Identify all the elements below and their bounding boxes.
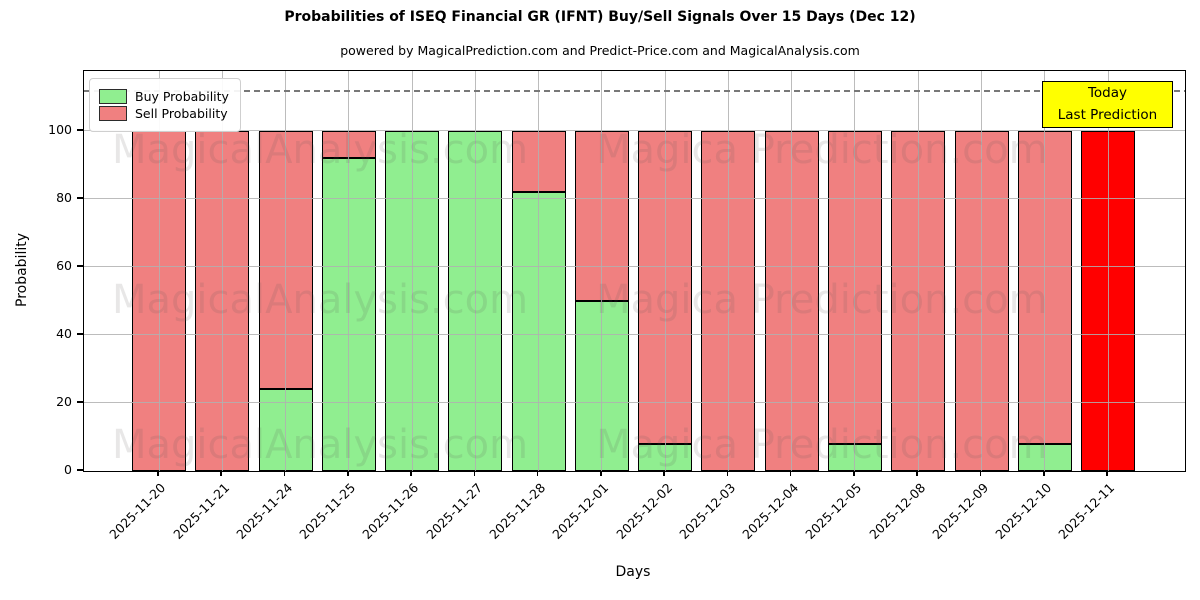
x-tick — [536, 471, 539, 476]
x-tick-label: 2025-12-01 — [549, 480, 612, 542]
bar-segment-buy — [574, 300, 629, 471]
y-tick — [77, 469, 83, 471]
y-tick-label: 100 — [48, 121, 72, 137]
x-tick — [473, 471, 476, 476]
x-tick-label: 2025-11-28 — [486, 480, 549, 542]
bar-segment-buy — [511, 192, 566, 471]
x-tick-label: 2025-12-02 — [612, 480, 675, 542]
y-tick-label: 40 — [56, 325, 72, 341]
x-tick — [157, 471, 159, 476]
sell-swatch-icon — [99, 106, 127, 121]
x-tick-label: 2025-12-11 — [1055, 480, 1118, 542]
x-tick — [789, 471, 792, 476]
chart-subtitle: powered by MagicalPrediction.com and Pre… — [340, 43, 860, 58]
x-tick — [979, 471, 982, 476]
bar-segment-sell — [1017, 130, 1072, 444]
legend-buy-label: Buy Probability — [135, 89, 229, 104]
x-tick-label: 2025-12-04 — [739, 480, 802, 542]
x-axis-title: Days — [615, 564, 651, 580]
bar-segment-sell — [701, 130, 756, 471]
bar-segment-buy — [827, 443, 882, 471]
x-tick-label: 2025-11-20 — [106, 480, 169, 542]
x-axis: 2025-11-20 2025-11-21 2025-11-24 2025-11-25… — [83, 470, 1184, 600]
bar-segment-sell — [827, 130, 882, 444]
threshold-dashed-line — [84, 90, 1185, 92]
legend-item-buy: Buy Probability — [99, 89, 229, 104]
bar-segment-sell — [195, 130, 250, 471]
x-tick — [220, 471, 223, 476]
y-axis-title: Probability — [14, 232, 30, 308]
chart-title: Probabilities of ISEQ Financial GR (IFNT… — [284, 9, 916, 25]
y-tick-label: 0 — [64, 462, 72, 477]
x-tick-label: 2025-11-26 — [359, 480, 422, 542]
x-tick — [1106, 471, 1108, 476]
bar-segment-sell — [321, 130, 376, 159]
x-tick-label: 2025-11-25 — [296, 480, 359, 542]
x-tick — [600, 471, 602, 476]
bar-segment-sell — [258, 130, 313, 390]
x-tick-label: 2025-11-27 — [422, 480, 485, 542]
legend-sell-label: Sell Probability — [135, 106, 228, 121]
today-annotation-line2: Last Prediction — [1057, 106, 1158, 123]
x-tick — [916, 471, 919, 476]
bar-segment-buy — [321, 158, 376, 471]
today-annotation: Today Last Prediction — [1042, 81, 1173, 129]
y-tick — [77, 197, 83, 199]
x-tick-label: 2025-12-03 — [676, 480, 739, 542]
x-tick — [1042, 471, 1045, 476]
bar-segment-sell — [511, 130, 566, 193]
x-tick-label: 2025-11-21 — [169, 480, 232, 542]
y-tick-label: 20 — [56, 393, 72, 409]
bar-segment-sell — [764, 130, 819, 471]
bar-segment-sell — [891, 130, 946, 471]
bar-segment-sell — [132, 130, 186, 471]
x-tick — [726, 471, 729, 476]
buy-swatch-icon — [99, 89, 127, 104]
bar-segment-buy — [385, 130, 440, 471]
x-tick-label: 2025-12-09 — [929, 480, 992, 542]
y-tick — [77, 265, 83, 267]
y-tick — [77, 333, 83, 335]
y-tick — [77, 129, 83, 131]
y-axis: 0 20 40 60 80 100 — [0, 70, 83, 477]
x-tick-label: 2025-11-24 — [233, 480, 296, 542]
bar-segment-buy — [258, 389, 313, 471]
plot-area: MagicalAnalysis.com Magica Prediction.com… — [83, 70, 1186, 472]
bar-segment-buy — [1017, 443, 1072, 471]
x-tick-label: 2025-12-08 — [865, 480, 928, 542]
bar-segment-sell — [954, 130, 1009, 471]
bar-segment-sell — [574, 130, 629, 301]
x-tick-label: 2025-12-10 — [992, 480, 1055, 542]
bar-segment-sell — [638, 130, 693, 444]
today-annotation-line1: Today — [1087, 85, 1128, 101]
y-tick-label: 80 — [56, 189, 72, 205]
bar-segment-buy — [448, 130, 503, 471]
x-tick-label: 2025-12-05 — [802, 480, 865, 542]
x-tick — [853, 471, 855, 476]
bar-segment-buy — [638, 443, 693, 471]
bars-layer — [84, 71, 1185, 471]
x-tick — [410, 471, 412, 476]
x-tick — [283, 471, 286, 476]
y-tick — [77, 401, 83, 403]
x-tick — [347, 471, 349, 476]
legend-item-sell: Sell Probability — [99, 106, 229, 121]
x-tick — [663, 471, 665, 476]
bar-today — [1081, 130, 1136, 471]
y-tick-label: 60 — [56, 257, 72, 273]
legend: Buy Probability Sell Probability — [89, 78, 241, 132]
